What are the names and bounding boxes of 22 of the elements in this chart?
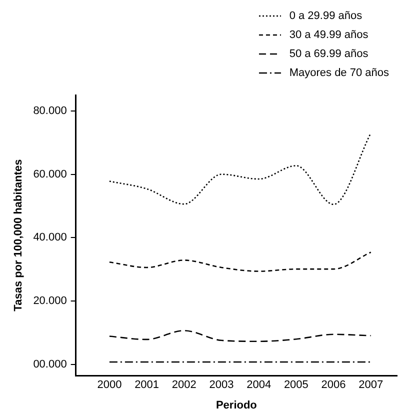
x-tick-label: 2000 <box>97 379 122 392</box>
y-axis-title: Tasas por 100,000 habitantes <box>12 159 25 312</box>
y-tick-label: 20.000 <box>33 295 67 308</box>
x-tick-label: 2001 <box>134 379 160 392</box>
legend-label: 0 a 29.99 años <box>289 10 362 22</box>
y-tick-label: 00.000 <box>33 358 67 371</box>
x-tick-label: 2005 <box>284 379 308 392</box>
legend-label: 30 a 49.99 años <box>289 28 368 40</box>
legend-label: 50 a 69.99 años <box>289 48 368 60</box>
line-series <box>108 132 372 206</box>
x-tick-label: 2002 <box>172 379 196 392</box>
line-series <box>108 252 372 272</box>
y-tick-label: 60.000 <box>33 168 67 180</box>
x-axis-title: Periodo <box>216 399 258 412</box>
y-tick-label: 80.000 <box>33 104 67 117</box>
x-tick-label: 2007 <box>358 379 384 392</box>
legend-label: Mayores de 70 años <box>289 66 389 78</box>
line-series <box>108 330 372 342</box>
x-tick-label: 2004 <box>246 379 272 392</box>
x-tick-label: 2003 <box>209 379 234 392</box>
y-tick-label: 40.000 <box>33 232 67 244</box>
x-tick-label: 2006 <box>321 379 346 392</box>
